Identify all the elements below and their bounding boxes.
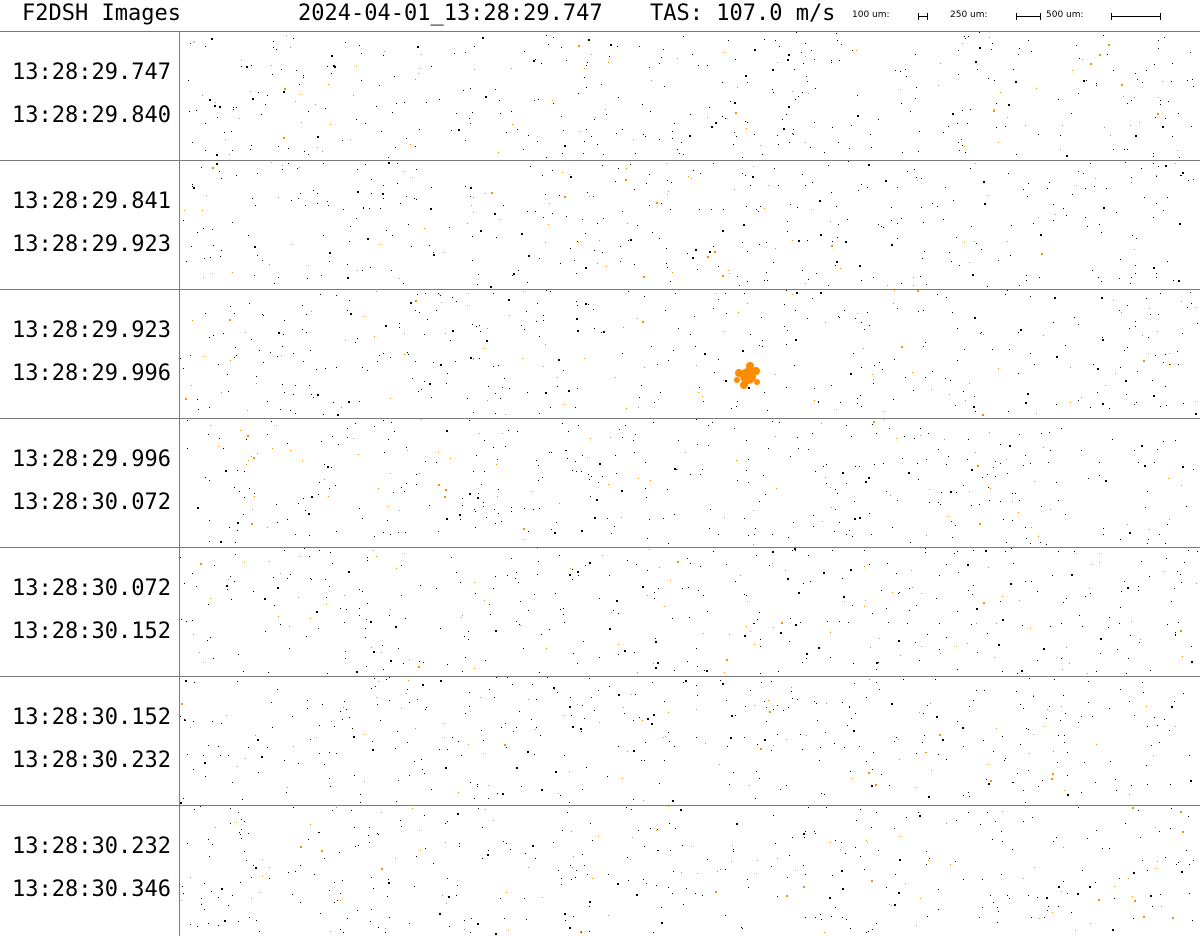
strip-times: 13:28:30.232 13:28:30.346	[0, 806, 180, 936]
particle-layer	[180, 290, 1198, 416]
particle-layer	[187, 419, 1194, 545]
scale-label-500: 500 um:	[1046, 10, 1084, 20]
strip-times: 13:28:29.996 13:28:30.072	[0, 419, 180, 547]
strip-start-time: 13:28:29.923	[12, 318, 171, 343]
particle-speckle	[181, 806, 1194, 935]
particle-speckle	[180, 548, 1198, 674]
strip-image-panel	[180, 806, 1200, 936]
particle-layer	[181, 806, 1194, 935]
strip-end-time: 13:28:29.923	[12, 232, 171, 257]
image-strips: 13:28:29.747 13:28:29.840 13:28:29.841 1…	[0, 31, 1200, 936]
image-strip: 13:28:29.747 13:28:29.840	[0, 31, 1200, 160]
particle-speckle	[180, 677, 1192, 804]
strip-times: 13:28:30.152 13:28:30.232	[0, 677, 180, 805]
app-title: F2DSH Images	[22, 1, 181, 26]
strip-start-time: 13:28:30.152	[12, 705, 171, 730]
strip-times: 13:28:29.841 13:28:29.923	[0, 161, 180, 289]
image-strip: 13:28:30.152 13:28:30.232	[0, 676, 1200, 805]
strip-end-time: 13:28:30.152	[12, 619, 171, 644]
image-strip: 13:28:30.232 13:28:30.346	[0, 805, 1200, 936]
strip-start-time: 13:28:30.072	[12, 576, 171, 601]
image-strip: 13:28:29.996 13:28:30.072	[0, 418, 1200, 547]
scale-bar-500	[1111, 13, 1161, 20]
scale-bar-100	[918, 13, 928, 20]
strip-image-panel	[180, 548, 1200, 676]
particle-speckle	[180, 290, 1198, 416]
particle-layer	[183, 161, 1194, 288]
particle-speckle	[187, 419, 1194, 545]
strip-image-panel	[180, 161, 1200, 289]
strip-image-panel	[180, 290, 1200, 418]
strip-end-time: 13:28:30.346	[12, 877, 171, 902]
strip-start-time: 13:28:29.996	[12, 447, 171, 472]
particle-layer	[180, 548, 1198, 674]
strip-times: 13:28:29.747 13:28:29.840	[0, 32, 180, 160]
strip-image-panel	[180, 32, 1200, 160]
tas-label: TAS: 107.0 m/s	[650, 1, 836, 26]
strip-start-time: 13:28:29.747	[12, 60, 171, 85]
particle-speckle	[183, 161, 1194, 288]
strip-start-time: 13:28:30.232	[12, 834, 171, 859]
strip-image-panel	[180, 677, 1200, 805]
header-bar: F2DSH Images 2024-04-01_13:28:29.747 TAS…	[0, 0, 1200, 31]
strip-end-time: 13:28:30.072	[12, 490, 171, 515]
strip-end-time: 13:28:30.232	[12, 748, 171, 773]
image-strip: 13:28:29.923 13:28:29.996	[0, 289, 1200, 418]
particle-layer	[188, 32, 1194, 158]
image-strip: 13:28:30.072 13:28:30.152	[0, 547, 1200, 676]
large-ice-particle	[734, 362, 760, 389]
particle-layer	[180, 677, 1192, 804]
scale-label-250: 250 um:	[950, 10, 988, 20]
scale-bar-250	[1016, 13, 1041, 20]
particle-speckle	[188, 32, 1194, 158]
image-strip: 13:28:29.841 13:28:29.923	[0, 160, 1200, 289]
datetime-label: 2024-04-01_13:28:29.747	[298, 1, 603, 26]
strip-start-time: 13:28:29.841	[12, 189, 171, 214]
strip-end-time: 13:28:29.840	[12, 103, 171, 128]
strip-image-panel	[180, 419, 1200, 547]
strip-times: 13:28:29.923 13:28:29.996	[0, 290, 180, 418]
strip-end-time: 13:28:29.996	[12, 361, 171, 386]
scale-label-100: 100 um:	[852, 10, 890, 20]
strip-times: 13:28:30.072 13:28:30.152	[0, 548, 180, 676]
